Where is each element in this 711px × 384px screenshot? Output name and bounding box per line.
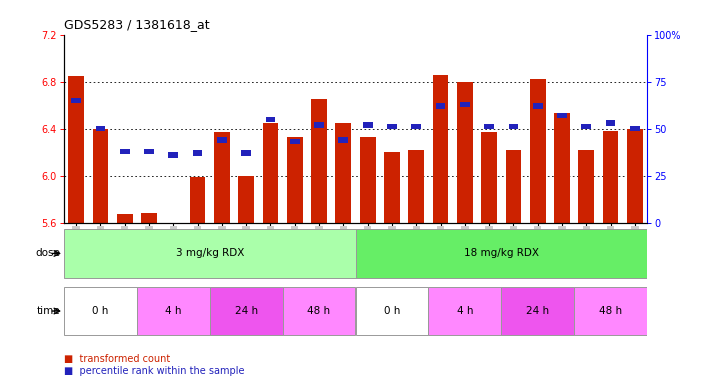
Bar — [68, 76, 84, 223]
Bar — [169, 152, 178, 157]
Text: 48 h: 48 h — [307, 306, 331, 316]
Bar — [144, 149, 154, 154]
Text: 4 h: 4 h — [165, 306, 181, 316]
Text: ■  transformed count: ■ transformed count — [64, 354, 170, 364]
Bar — [356, 229, 647, 278]
Text: 0 h: 0 h — [384, 306, 400, 316]
Text: 48 h: 48 h — [599, 306, 622, 316]
Text: GDS5283 / 1381618_at: GDS5283 / 1381618_at — [64, 18, 210, 31]
Bar — [387, 124, 397, 129]
Bar — [210, 287, 283, 335]
Bar — [574, 287, 647, 335]
Bar — [606, 120, 616, 126]
Bar — [190, 177, 205, 223]
Bar — [630, 126, 640, 131]
Bar — [432, 74, 449, 223]
Bar — [141, 214, 157, 223]
Bar — [282, 287, 356, 335]
Bar — [533, 103, 542, 109]
Text: 18 mg/kg RDX: 18 mg/kg RDX — [464, 248, 539, 258]
Text: 4 h: 4 h — [456, 306, 473, 316]
Bar — [554, 113, 570, 223]
Bar — [530, 79, 545, 223]
Text: time: time — [37, 306, 60, 316]
Bar — [217, 137, 227, 142]
Bar — [481, 132, 497, 223]
Bar — [71, 98, 81, 103]
Bar — [603, 131, 619, 223]
Bar — [428, 287, 501, 335]
Bar — [95, 126, 105, 131]
Bar — [290, 139, 299, 144]
Bar — [64, 229, 356, 278]
Text: 0 h: 0 h — [92, 306, 109, 316]
Bar — [363, 122, 373, 127]
Bar — [582, 124, 591, 129]
Bar — [314, 122, 324, 127]
Bar — [457, 82, 473, 223]
Text: 24 h: 24 h — [526, 306, 550, 316]
Bar — [627, 129, 643, 223]
Bar — [64, 287, 137, 335]
Bar — [338, 137, 348, 142]
Bar — [166, 223, 181, 226]
Bar — [484, 124, 494, 129]
Bar — [193, 151, 203, 156]
Text: ■  percentile rank within the sample: ■ percentile rank within the sample — [64, 366, 245, 376]
Bar — [266, 117, 275, 122]
Bar — [356, 287, 428, 335]
Text: dose: dose — [36, 248, 60, 258]
Bar — [578, 150, 594, 223]
Bar — [137, 287, 210, 335]
Text: 3 mg/kg RDX: 3 mg/kg RDX — [176, 248, 244, 258]
Bar — [501, 287, 574, 335]
Bar — [214, 132, 230, 223]
Bar — [360, 137, 375, 223]
Bar — [262, 123, 279, 223]
Text: 24 h: 24 h — [235, 306, 258, 316]
Bar — [238, 176, 254, 223]
Bar — [460, 101, 470, 107]
Bar — [120, 149, 129, 154]
Bar — [557, 113, 567, 118]
Bar — [384, 152, 400, 223]
Bar — [336, 123, 351, 223]
Bar — [412, 124, 421, 129]
Bar — [241, 151, 251, 156]
Bar — [311, 99, 327, 223]
Bar — [408, 150, 424, 223]
Bar — [92, 129, 108, 223]
Bar — [506, 150, 521, 223]
Bar — [287, 137, 303, 223]
Bar — [508, 124, 518, 129]
Bar — [436, 103, 445, 109]
Bar — [117, 215, 133, 223]
